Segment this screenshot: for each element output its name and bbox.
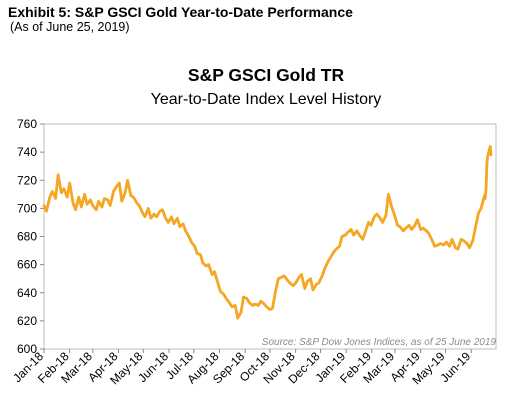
- plot-area: [43, 123, 497, 350]
- y-tick-label: 740: [17, 145, 37, 159]
- source-note: Source: S&P Dow Jones Indices, as of 25 …: [262, 337, 497, 348]
- y-tick-label: 640: [17, 286, 37, 300]
- y-tick-label: 700: [17, 201, 37, 215]
- y-tick-label: 720: [17, 173, 37, 187]
- chart-title: S&P GSCI Gold TR: [188, 65, 345, 85]
- y-tick-label: 760: [17, 117, 37, 131]
- y-tick-label: 620: [17, 314, 37, 328]
- y-tick-label: 600: [17, 342, 37, 356]
- exhibit-title: Exhibit 5: S&P GSCI Gold Year-to-Date Pe…: [8, 4, 353, 20]
- y-tick-label: 660: [17, 258, 37, 272]
- y-axis: 600 620 640 660 680 700 720 740 760: [17, 117, 44, 356]
- series-line-gold-tr: [42, 145, 493, 320]
- y-tick-label: 680: [17, 230, 37, 244]
- x-axis: Jan-18Feb-18Mar-18Apr-18May-18Jun-18Jul-…: [10, 349, 473, 387]
- exhibit-subtitle: (As of June 25, 2019): [10, 20, 130, 34]
- chart-subtitle: Year-to-Date Index Level History: [151, 91, 382, 108]
